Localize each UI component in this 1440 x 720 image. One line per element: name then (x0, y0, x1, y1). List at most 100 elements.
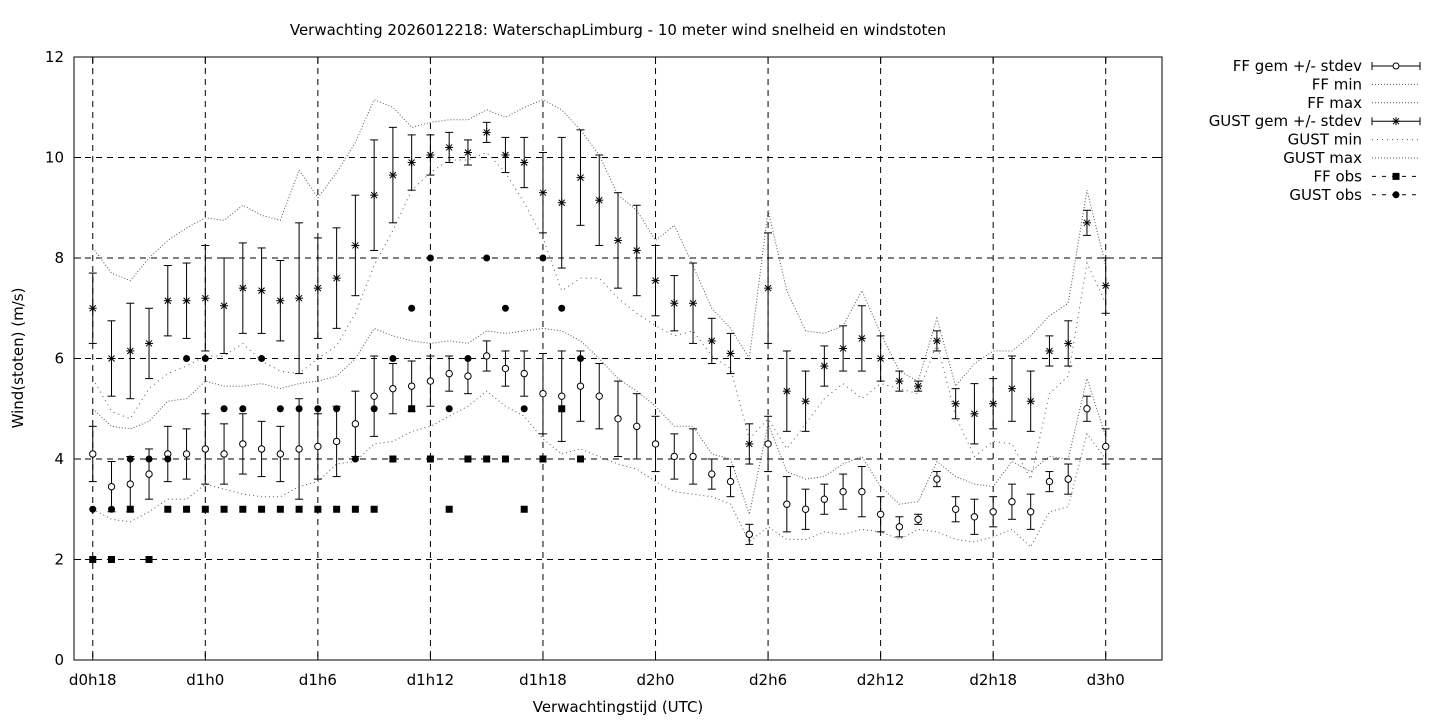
gust-mean-point (501, 150, 510, 159)
ff-mean-point (501, 364, 510, 373)
ff-mean-point (482, 352, 491, 360)
gust-obs-point (370, 405, 378, 413)
ff-mean-point (1083, 405, 1091, 413)
gust-mean-point (145, 339, 154, 348)
gust-obs-point (164, 455, 172, 463)
gust-mean-point (651, 276, 660, 285)
gust-mean-point (970, 409, 979, 418)
ff-obs-point (351, 505, 359, 513)
x-tick-label: d2h18 (969, 671, 1017, 689)
gust-obs-point (501, 304, 509, 312)
gust-mean-point (745, 439, 754, 448)
ff-obs-point (370, 505, 378, 513)
gust-obs-point (558, 304, 566, 312)
gust-mean-point (1082, 218, 1091, 227)
ff-mean-point (539, 389, 547, 398)
gust-obs-point (220, 405, 228, 413)
ff-mean-point (633, 422, 641, 431)
gust-obs-point (520, 405, 528, 413)
ff-mean-point (1026, 508, 1035, 516)
gust-obs-point (108, 505, 116, 513)
gust-mean-point (295, 294, 304, 303)
gust-obs-point (389, 355, 397, 362)
ff-obs-point (426, 455, 434, 463)
gust-obs-point (314, 405, 322, 413)
legend-label: GUST gem +/- stdev (1209, 112, 1362, 130)
gust-mean-point (182, 296, 191, 305)
gust-obs-point (333, 405, 341, 413)
gust-obs-point (483, 254, 491, 262)
ff-mean-point (407, 382, 416, 390)
gust-mean-point (388, 171, 397, 180)
x-tick-label: d2h0 (636, 671, 674, 689)
gust-obs-point (295, 405, 303, 413)
gust-mean-point (1007, 384, 1016, 393)
ff-mean-point (989, 508, 997, 516)
gust-mean-point (576, 173, 585, 182)
y-tick-label: 8 (54, 249, 64, 267)
gust-mean-point (370, 191, 379, 200)
ff-mean-point (314, 442, 322, 451)
ff-obs-point (183, 505, 191, 513)
ff-mean-point (876, 510, 885, 518)
ff-mean-point (426, 377, 435, 385)
gust-obs-point (126, 455, 134, 463)
ff-mean-point (220, 450, 228, 458)
y-axis-label: Wind(stoten) (m/s) (9, 288, 27, 429)
ff-obs-point (108, 556, 116, 563)
ff-mean-point (651, 440, 660, 448)
x-tick-label: d1h18 (519, 671, 567, 689)
ff-mean-point (839, 487, 847, 496)
legend-label: FF min (1312, 75, 1362, 93)
ff-obs-point (520, 505, 528, 513)
ff-mean-point (726, 477, 735, 486)
grid (74, 57, 1162, 660)
ff-mean-point (182, 450, 191, 458)
gust-mean-point (351, 241, 360, 250)
ff-mean-point (689, 452, 697, 461)
ff-obs-point (220, 505, 228, 513)
gust-mean-point (895, 377, 904, 386)
gust-mean-point (1392, 117, 1400, 126)
gust-mean-point (857, 334, 866, 343)
ff-mean-point (126, 480, 134, 488)
gust-mean-point (801, 397, 810, 406)
legend-label: FF max (1307, 94, 1362, 112)
gust-mean-point (332, 274, 341, 283)
ff-mean-point (145, 470, 153, 478)
chart-title: Verwachting 2026012218: WaterschapLimbur… (290, 21, 946, 39)
ff-mean-point (801, 505, 810, 513)
gust-obs-point (145, 455, 153, 463)
gust-mean-point (782, 387, 791, 396)
ff-obs-point (558, 405, 566, 413)
gust-obs-point (89, 505, 97, 513)
ff-mean-point (914, 515, 922, 523)
gust-mean-point (88, 304, 97, 313)
ff-obs-point (295, 505, 303, 513)
ff-mean-point (764, 440, 772, 448)
gust-mean-point (951, 399, 960, 408)
ff-mean-point (332, 437, 341, 446)
ff-mean-point (201, 445, 210, 453)
gust-obs-point (426, 254, 434, 262)
ff-mean-point (933, 475, 941, 483)
legend-label: GUST min (1288, 131, 1362, 149)
y-tick-label: 4 (54, 450, 64, 468)
gust-obs-point (258, 355, 266, 362)
ff-mean-point (745, 530, 754, 539)
gust-obs-point (183, 355, 191, 362)
ff-mean-point (558, 392, 566, 400)
gust-mean-point (126, 346, 135, 355)
ff-mean-point (445, 369, 453, 378)
ff-obs-point (408, 405, 416, 413)
gust-mean-point (932, 336, 941, 345)
gust-mean-point (257, 286, 266, 295)
ff-max-line (92, 327, 1107, 517)
gust-obs-point (464, 355, 472, 362)
gust-mean-point (726, 349, 735, 358)
ff-mean-point (1064, 475, 1072, 483)
ff-mean-point (1008, 498, 1016, 506)
ff-obs-point (126, 505, 134, 513)
